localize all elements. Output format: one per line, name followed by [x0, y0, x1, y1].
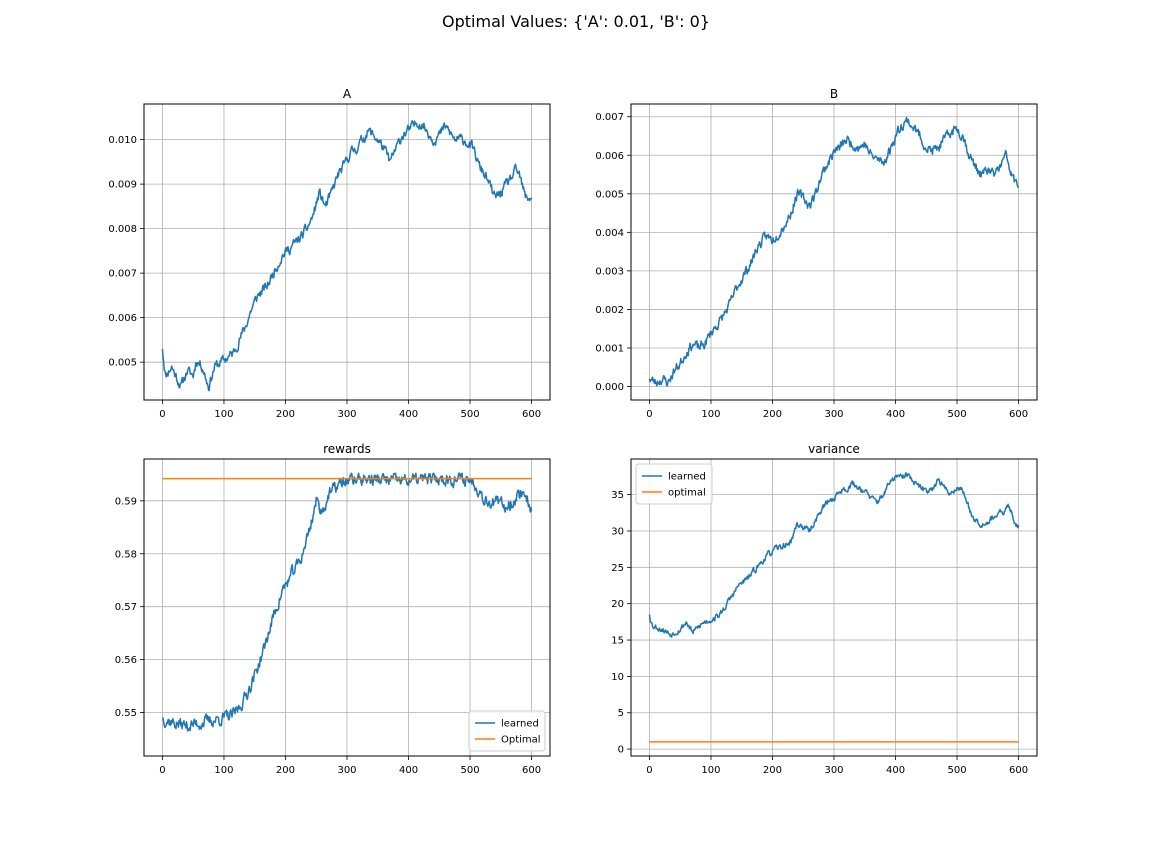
- y-tick-label: 0.001: [595, 343, 624, 354]
- x-tick-label: 200: [763, 765, 782, 776]
- x-tick-label: 500: [947, 765, 966, 776]
- y-tick-label: 0.008: [108, 224, 137, 235]
- legend: learned optimal: [635, 463, 713, 505]
- x-tick-label: 600: [1009, 409, 1028, 420]
- y-tick-label: 0.005: [108, 358, 137, 369]
- y-tick-label: 0.009: [108, 180, 137, 191]
- y-tick-label: 0.005: [595, 189, 624, 200]
- x-tick-label: 300: [337, 409, 356, 420]
- x-tick-label: 600: [522, 409, 541, 420]
- x-tick-label: 100: [701, 409, 720, 420]
- y-tick-label: 0.006: [108, 313, 137, 324]
- x-tick-label: 500: [460, 409, 479, 420]
- x-tick-label: 200: [276, 409, 295, 420]
- x-tick-label: 0: [646, 765, 652, 776]
- grid: [631, 104, 1037, 400]
- x-tick-label: 300: [824, 765, 843, 776]
- axes-title: variance: [808, 442, 860, 456]
- x-tick-label: 400: [886, 765, 905, 776]
- y-tick-label: 0: [618, 745, 624, 756]
- y-tick-label: 0.57: [115, 602, 137, 613]
- legend-box: [468, 710, 546, 752]
- x-tick-label: 400: [399, 409, 418, 420]
- x-tick-label: 200: [276, 765, 295, 776]
- y-tick-label: 0.58: [115, 549, 137, 560]
- legend-box: [635, 463, 713, 505]
- y-tick-label: 0.007: [595, 112, 624, 123]
- axes-title: B: [830, 87, 838, 101]
- y-tick-label: 0.010: [108, 135, 137, 146]
- x-tick-label: 200: [763, 409, 782, 420]
- y-tick-label: 0.006: [595, 151, 624, 162]
- x-tick-label: 400: [886, 409, 905, 420]
- x-tick-label: 500: [460, 765, 479, 776]
- y-tick-label: 15: [611, 636, 624, 647]
- y-tick-label: 0.55: [115, 708, 137, 719]
- learned-series-line: [648, 472, 1020, 638]
- x-tick-label: 0: [159, 409, 165, 420]
- data-series-line: [648, 116, 1020, 387]
- y-tick-label: 0.000: [595, 382, 624, 393]
- y-tick-label: 5: [618, 708, 624, 719]
- x-tick-label: 100: [214, 409, 233, 420]
- y-tick-label: 0.59: [115, 496, 137, 507]
- y-tick-label: 0.003: [595, 266, 624, 277]
- x-tick-label: 100: [701, 765, 720, 776]
- x-tick-label: 300: [337, 765, 356, 776]
- subplot-rewards: rewards 0 100 200 300 400 500 600 0.55 0.56 0.57 0…: [115, 442, 551, 776]
- y-tick-label: 30: [611, 526, 624, 537]
- legend: learned Optimal: [468, 710, 546, 752]
- legend-label: learned: [668, 472, 706, 483]
- data-series-line: [161, 119, 533, 392]
- x-tick-label: 500: [947, 409, 966, 420]
- x-tick-label: 0: [159, 765, 165, 776]
- legend-label: optimal: [668, 488, 706, 499]
- y-tick-label: 25: [611, 563, 624, 574]
- y-tick-label: 0.007: [108, 269, 137, 280]
- legend-label: learned: [501, 719, 539, 730]
- legend-label: Optimal: [501, 735, 541, 746]
- y-tick-label: 0.004: [595, 228, 624, 239]
- y-tick-label: 0.002: [595, 305, 624, 316]
- axes-title: A: [343, 87, 352, 101]
- x-tick-label: 100: [214, 765, 233, 776]
- figure-title: Optimal Values: {'A': 0.01, 'B': 0}: [442, 12, 710, 31]
- axes-title: rewards: [323, 442, 371, 456]
- y-tick-label: 10: [611, 672, 624, 683]
- x-tick-label: 300: [824, 409, 843, 420]
- subplot-variance: variance 0 100 200 300 400 500 600 0 5 10 15 20 25 30…: [611, 442, 1038, 776]
- x-tick-label: 400: [399, 765, 418, 776]
- y-tick-label: 20: [611, 599, 624, 610]
- x-tick-label: 600: [1009, 765, 1028, 776]
- grid: [144, 104, 550, 400]
- y-tick-label: 0.56: [115, 655, 137, 666]
- y-tick-label: 35: [611, 490, 624, 501]
- subplot-b: B 0 100 200 300 400 500 600 0.000 0.001 0.002 0.00…: [595, 87, 1038, 420]
- subplot-a: A 0 100 200 300 400 500 600 0.005 0.006 0.007 0.00…: [108, 87, 551, 420]
- x-tick-label: 0: [646, 409, 652, 420]
- x-tick-label: 600: [522, 765, 541, 776]
